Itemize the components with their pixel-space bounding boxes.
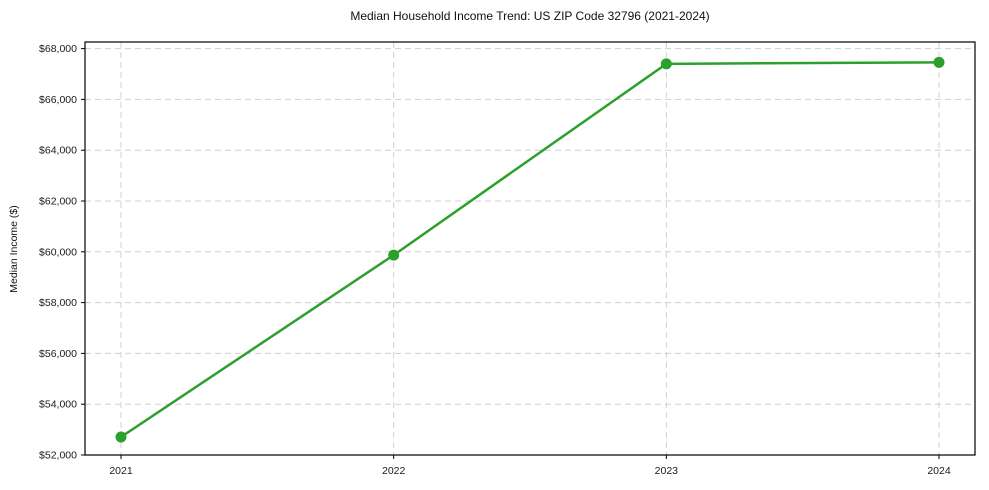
y-tick-label: $66,000	[39, 94, 77, 106]
y-tick-label: $54,000	[39, 399, 77, 411]
data-point-marker	[388, 249, 400, 261]
y-tick-label: $58,000	[39, 297, 77, 309]
x-tick-label: 2022	[382, 465, 406, 477]
x-tick-label: 2024	[927, 465, 951, 477]
y-tick-label: $68,000	[39, 43, 77, 55]
y-tick-label: $60,000	[39, 246, 77, 258]
y-axis-label: Median Income ($)	[8, 205, 20, 293]
trend-line	[119, 61, 941, 439]
data-point-marker	[933, 56, 945, 68]
y-tick-label: $52,000	[39, 450, 77, 462]
chart-title: Median Household Income Trend: US ZIP Co…	[350, 9, 710, 23]
x-tick-label: 2021	[109, 465, 133, 477]
x-tick-label: 2023	[655, 465, 679, 477]
y-tick-label: $62,000	[39, 196, 77, 208]
y-tick-label: $64,000	[39, 145, 77, 157]
plot-frame	[84, 41, 976, 456]
data-point-marker	[115, 431, 127, 443]
y-tick-label: $56,000	[39, 348, 77, 360]
data-point-marker	[660, 58, 672, 70]
